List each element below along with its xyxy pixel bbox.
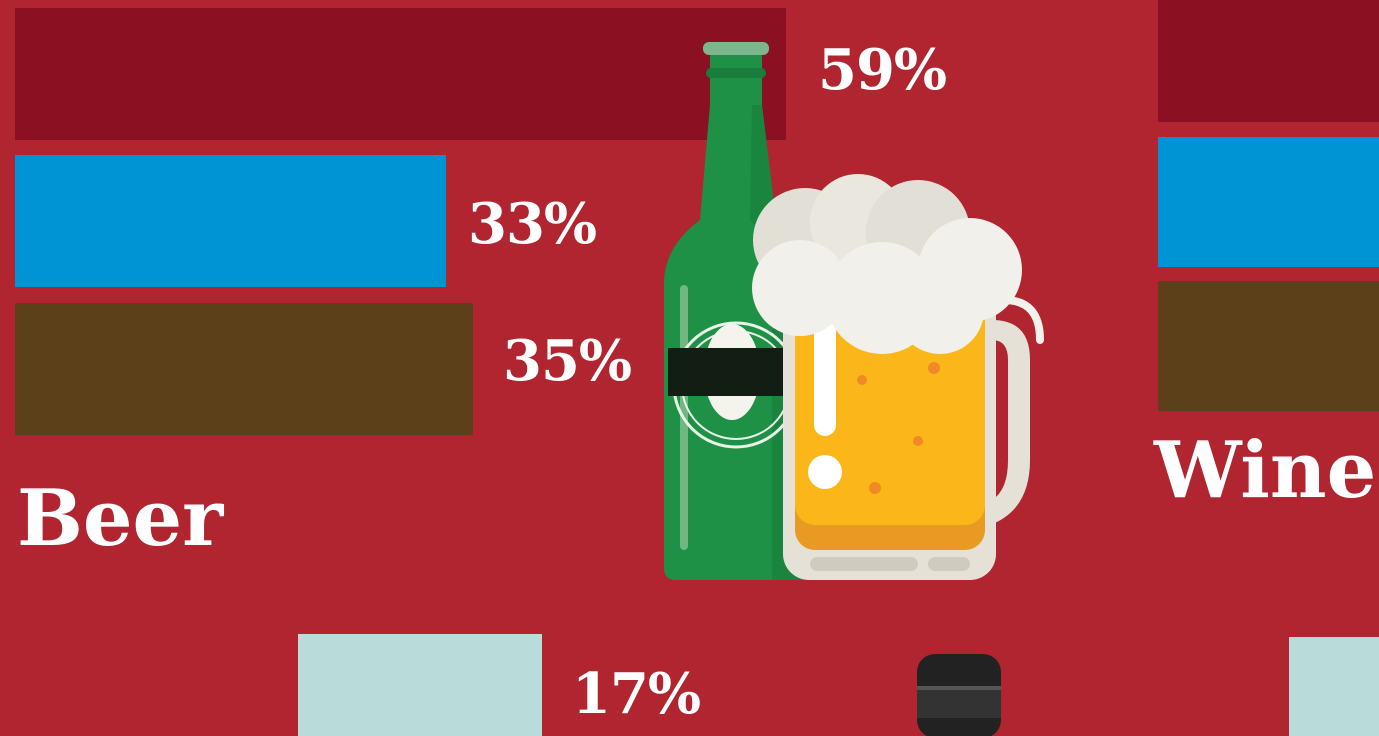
beer-value-label-33: 33% bbox=[468, 191, 597, 257]
wine-bar-3 bbox=[1158, 281, 1379, 411]
beer-bar-33 bbox=[15, 155, 446, 287]
lower-value-label-17: 17% bbox=[572, 661, 701, 727]
beer-value-label-59: 59% bbox=[818, 37, 947, 103]
beer-bar-59 bbox=[15, 8, 786, 140]
beer-value-label-35: 35% bbox=[503, 328, 632, 394]
wine-bottle-illustration bbox=[917, 654, 1001, 736]
beer-illustration bbox=[664, 42, 1044, 580]
wine-bottle-icon bbox=[917, 654, 1001, 736]
wine-bar-1 bbox=[1158, 0, 1379, 122]
wine-bar-2 bbox=[1158, 137, 1379, 267]
lower-bar-17 bbox=[298, 634, 542, 736]
wine-category-label: Wine bbox=[1154, 425, 1377, 516]
beer-category-label: Beer bbox=[17, 473, 224, 564]
lower-bar-right bbox=[1289, 637, 1379, 736]
beer-mug-icon bbox=[752, 174, 1044, 580]
beer-bar-35 bbox=[15, 303, 473, 435]
